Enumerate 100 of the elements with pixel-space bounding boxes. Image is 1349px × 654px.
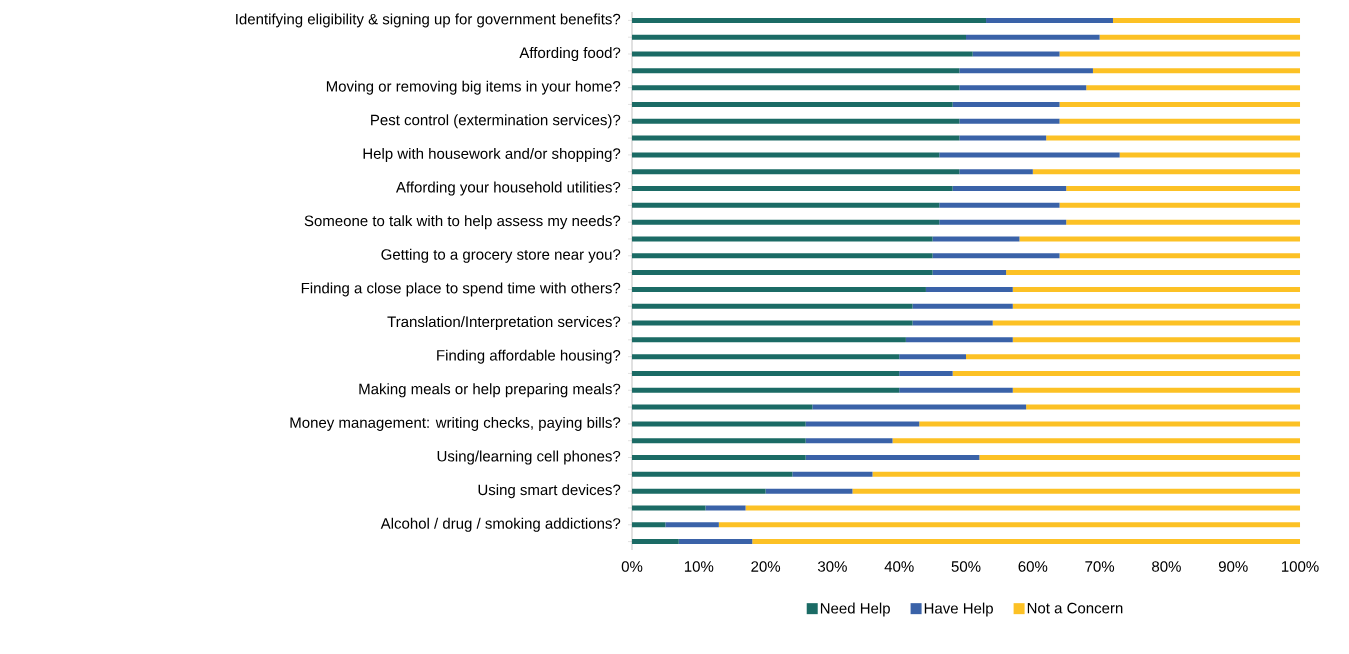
bar — [805, 421, 920, 427]
y-tick-label: Finding a close place to spend time with others? — [301, 282, 621, 297]
bar — [752, 539, 1301, 545]
bar — [632, 471, 793, 477]
bar — [852, 488, 1301, 494]
bar — [632, 354, 900, 360]
bar — [932, 270, 1007, 276]
bar — [912, 320, 993, 326]
bar — [1019, 236, 1301, 242]
bar — [632, 236, 933, 242]
bar — [939, 219, 1067, 225]
bar — [632, 438, 806, 444]
bar — [959, 68, 1093, 74]
x-tick-label: 10% — [684, 561, 714, 572]
x-tick-label: 100% — [1281, 561, 1319, 572]
bar — [632, 455, 806, 461]
bar — [959, 85, 1087, 91]
bar — [1092, 68, 1301, 74]
x-tick-label: 70% — [1085, 561, 1115, 572]
y-tick-label: Pest control (extermination services)? — [371, 114, 621, 129]
bar — [632, 404, 813, 410]
bar — [632, 152, 940, 158]
x-tick-label: 80% — [1152, 561, 1181, 572]
bar — [1046, 135, 1301, 141]
y-tick-label: Using smart devices? — [478, 484, 621, 499]
bar — [665, 522, 719, 528]
y-tick-label: Money management: writing checks, paying bills? — [290, 416, 621, 431]
bar — [632, 186, 953, 192]
bar — [718, 522, 1301, 528]
x-tick-label: 40% — [884, 561, 914, 572]
bar — [1112, 17, 1301, 23]
y-tick-label: Identifying eligibility & signing up for government benefits? — [236, 13, 621, 28]
bar — [912, 303, 1013, 309]
bar — [1119, 152, 1301, 158]
bar — [812, 404, 1027, 410]
bar — [1026, 404, 1301, 410]
bar — [632, 202, 940, 208]
bar — [892, 438, 1301, 444]
x-tick-label: 20% — [751, 561, 781, 572]
bar — [1066, 219, 1301, 225]
bar — [959, 135, 1047, 141]
bar — [872, 471, 1301, 477]
bar — [1059, 51, 1301, 57]
bar — [1059, 118, 1301, 124]
bar — [632, 253, 933, 259]
legend-label: Need Help — [820, 602, 890, 617]
x-tick-label: 30% — [817, 561, 847, 572]
bar — [805, 455, 980, 461]
x-tick-label: 90% — [1218, 561, 1248, 572]
y-tick-label: Help with housework and/or shopping? — [363, 147, 621, 162]
bar — [899, 387, 1013, 393]
y-tick-label: Using/learning cell phones? — [437, 450, 621, 465]
bar — [1012, 303, 1301, 309]
x-tick-label: 0% — [621, 561, 643, 572]
bar — [1006, 270, 1301, 276]
y-tick-label: Getting to a grocery store near you? — [381, 248, 621, 263]
bar — [632, 370, 900, 376]
bar — [792, 471, 873, 477]
bar — [899, 354, 967, 360]
bar — [632, 135, 960, 141]
bar — [632, 303, 913, 309]
y-tick-label: Affording your household utilities? — [395, 181, 621, 196]
bar — [1059, 101, 1301, 107]
bar — [632, 505, 706, 511]
bar — [939, 202, 1060, 208]
x-tick-label: 60% — [1018, 561, 1048, 572]
bar — [805, 438, 893, 444]
bar — [959, 118, 1060, 124]
bar — [745, 505, 1301, 511]
bar — [632, 51, 973, 57]
y-tick-label: Finding affordable housing? — [437, 349, 621, 364]
bar — [632, 68, 960, 74]
bar — [966, 354, 1301, 360]
bar — [939, 152, 1120, 158]
bar — [632, 320, 913, 326]
bar — [632, 101, 953, 107]
bar — [979, 455, 1301, 461]
bar — [632, 219, 940, 225]
y-tick-label: Translation/Interpretation services? — [387, 316, 621, 331]
bar — [905, 337, 1013, 343]
bar — [1066, 186, 1301, 192]
bar — [932, 236, 1020, 242]
bar — [986, 17, 1113, 23]
y-tick-label: Someone to talk with to help assess my needs? — [304, 215, 621, 230]
bar — [972, 51, 1060, 57]
bar — [632, 488, 766, 494]
bar — [992, 320, 1301, 326]
bar — [632, 387, 900, 393]
bar — [632, 539, 679, 545]
bar — [705, 505, 746, 511]
bar — [1086, 85, 1301, 91]
bar — [1012, 387, 1301, 393]
bar — [632, 118, 960, 124]
bar — [1059, 202, 1301, 208]
bar — [632, 286, 926, 292]
y-tick-label: Moving or removing big items in your home? — [326, 80, 621, 95]
bar — [952, 186, 1067, 192]
bar — [1032, 169, 1301, 175]
bar — [632, 169, 960, 175]
bar — [952, 370, 1301, 376]
